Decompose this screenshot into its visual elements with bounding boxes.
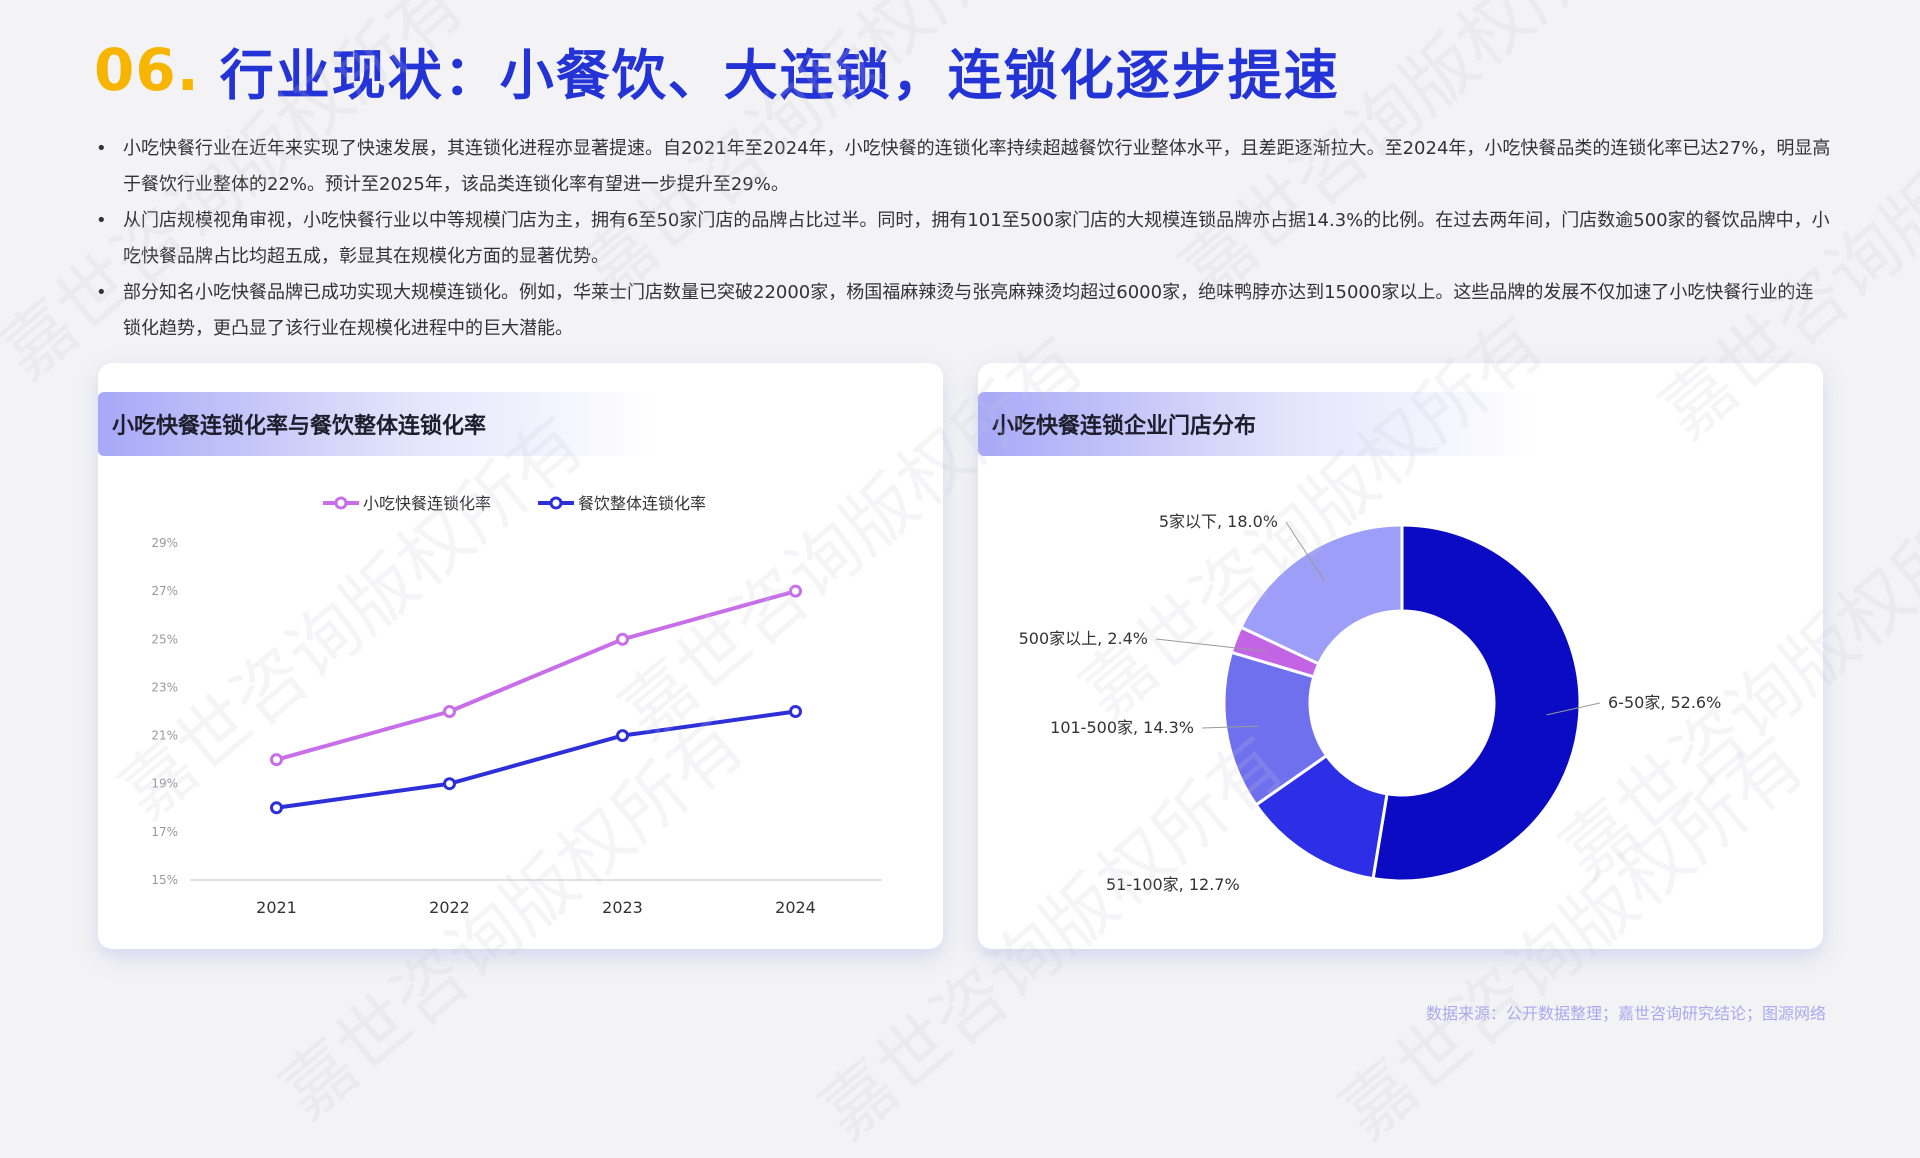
- section-number: 06.: [94, 36, 200, 104]
- donut-chart: 6-50家, 52.6% 51-100家, 12.7% 101-500家, 14.3…: [1019, 512, 1722, 894]
- legend-item-1: 小吃快餐连锁化率: [323, 494, 491, 513]
- leader-line: [1155, 638, 1267, 652]
- legend-label: 小吃快餐连锁化率: [363, 494, 491, 513]
- data-point: [789, 705, 802, 718]
- line-chart-header: 小吃快餐连锁化率与餐饮整体连锁化率: [98, 392, 658, 456]
- y-tick-label: 19%: [151, 777, 178, 791]
- line-chart-card: 小吃快餐连锁化率与餐饮整体连锁化率 15% 17% 19% 21% 23% 25% 27% 2…: [98, 363, 943, 949]
- data-point: [270, 753, 283, 767]
- legend-marker: [334, 496, 348, 510]
- data-point: [270, 801, 283, 815]
- x-tick-label: 2022: [429, 898, 470, 917]
- y-tick-label: 17%: [151, 825, 178, 839]
- bullet-list: 小吃快餐行业在近年来实现了快速发展，其连锁化进程亦显著提速。自2021年至202…: [96, 131, 1831, 347]
- data-point: [789, 584, 802, 598]
- page-title: 06. 行业现状：小餐饮、大连锁，连锁化逐步提速: [94, 30, 1340, 110]
- series-line-1: [275, 589, 797, 762]
- legend-marker: [549, 496, 563, 510]
- data-point: [443, 705, 456, 718]
- slice-label: 500家以上, 2.4%: [1019, 629, 1148, 648]
- leader-line: [1201, 725, 1259, 729]
- y-tick-label: 21%: [151, 729, 178, 743]
- slice-label: 6-50家, 52.6%: [1608, 693, 1721, 712]
- data-point: [616, 632, 629, 646]
- legend-item-2: 餐饮整体连锁化率: [538, 494, 706, 513]
- bullet-item: 从门店规模视角审视，小吃快餐行业以中等规模门店为主，拥有6至50家门店的品牌占比…: [96, 203, 1831, 275]
- y-tick-label: 27%: [151, 584, 178, 598]
- bullet-item: 小吃快餐行业在近年来实现了快速发展，其连锁化进程亦显著提速。自2021年至202…: [96, 131, 1831, 203]
- y-tick-label: 29%: [151, 536, 178, 550]
- slice-label: 101-500家, 14.3%: [1050, 718, 1194, 737]
- slice-label: 51-100家, 12.7%: [1106, 875, 1240, 894]
- data-point: [616, 729, 629, 743]
- line-chart: 15% 17% 19% 21% 23% 25% 27% 29% 2021 2022 2023 2024…: [151, 494, 882, 917]
- donut-slice: [1238, 523, 1404, 666]
- slice-label: 5家以下, 18.0%: [1159, 512, 1278, 531]
- donut-chart-header: 小吃快餐连锁企业门店分布: [978, 392, 1538, 456]
- title-text: 行业现状：小餐饮、大连锁，连锁化逐步提速: [219, 43, 1340, 107]
- x-tick-label: 2023: [602, 898, 643, 917]
- series-line-2: [276, 709, 796, 810]
- donut-slice: [1371, 523, 1582, 883]
- donut-chart-card: 小吃快餐连锁企业门店分布 6-50家, 52.6% 51-100家, 12.7% 1…: [978, 363, 1823, 949]
- leader-line: [1285, 521, 1325, 581]
- y-tick-label: 25%: [151, 632, 178, 646]
- x-tick-label: 2024: [775, 898, 816, 917]
- y-tick-label: 23%: [151, 680, 178, 694]
- x-tick-label: 2021: [256, 898, 297, 917]
- leader-line: [1546, 702, 1601, 716]
- data-point: [443, 777, 456, 791]
- bullet-item: 部分知名小吃快餐品牌已成功实现大规模连锁化。例如，华莱士门店数量已突破22000…: [96, 275, 1831, 347]
- y-tick-label: 15%: [151, 873, 178, 887]
- data-source: 数据来源：公开数据整理；嘉世咨询研究结论；图源网络: [1425, 1004, 1826, 1023]
- legend-label: 餐饮整体连锁化率: [578, 494, 706, 513]
